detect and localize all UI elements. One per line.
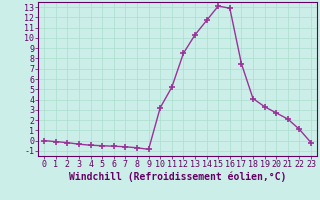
X-axis label: Windchill (Refroidissement éolien,°C): Windchill (Refroidissement éolien,°C) <box>69 172 286 182</box>
